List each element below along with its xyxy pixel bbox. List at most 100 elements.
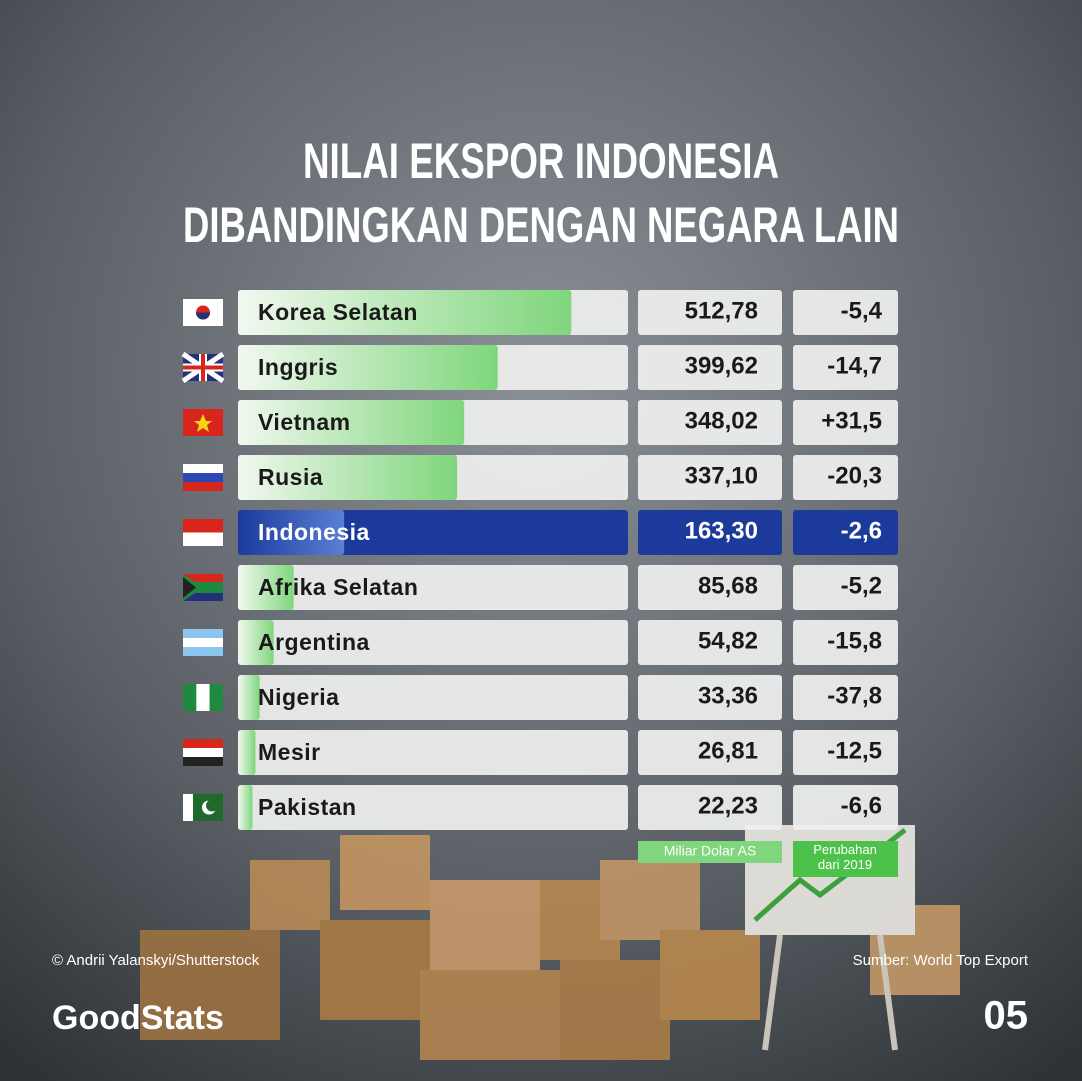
change-cell (793, 675, 898, 720)
category-label: Rusia (258, 464, 323, 490)
change-cell (793, 785, 898, 830)
value-label: 512,78 (685, 297, 758, 324)
legend-box (638, 841, 782, 863)
change-label: -5,4 (841, 297, 883, 324)
flag (183, 299, 223, 326)
value-label: 22,23 (698, 792, 758, 819)
flag (183, 409, 223, 436)
value-label: 33,36 (698, 682, 758, 709)
category-label: Nigeria (258, 684, 339, 710)
change-label: -15,8 (827, 627, 882, 654)
flag-part (194, 414, 212, 432)
flag-part (183, 354, 223, 381)
flag-part (183, 757, 223, 766)
flag-part (183, 482, 223, 491)
value-cell (638, 675, 782, 720)
change-label: -14,7 (827, 352, 882, 379)
flag-part (183, 647, 223, 656)
change-cell (793, 455, 898, 500)
value-cell (638, 565, 782, 610)
flag (183, 629, 223, 656)
change-label: -6,6 (841, 792, 882, 819)
change-label: -20,3 (827, 462, 882, 489)
value-cell (638, 345, 782, 390)
flag-part (206, 799, 218, 812)
value-label: 85,68 (698, 572, 758, 599)
category-label: Inggris (258, 354, 338, 380)
value-cell (638, 730, 782, 775)
source: Sumber: World Top Export (853, 952, 1029, 969)
legend-label: Perubahan dari 2019 (813, 842, 877, 872)
category-label: Pakistan (258, 794, 357, 820)
value-cell (638, 455, 782, 500)
bar (238, 785, 253, 830)
row-background (238, 785, 628, 830)
category-label: Indonesia (258, 519, 370, 545)
flag-part (183, 574, 223, 582)
row-background (238, 730, 628, 775)
legend-label: Miliar Dolar AS (664, 843, 757, 859)
change-label: +31,5 (821, 407, 882, 434)
flag-part (183, 748, 223, 757)
value-label: 399,62 (685, 352, 758, 379)
category-label: Korea Selatan (258, 299, 418, 325)
value-label: 54,82 (698, 627, 758, 654)
flag (183, 464, 223, 491)
legend-box (793, 841, 898, 877)
row-background (238, 675, 628, 720)
bar (238, 290, 572, 335)
flag (183, 739, 223, 766)
bar (238, 730, 256, 775)
credit: © Andrii Yalanskyi/Shutterstock (52, 952, 260, 969)
flag-part (183, 464, 223, 473)
category-label: Mesir (258, 739, 321, 765)
value-label: 26,81 (698, 737, 758, 764)
title-line: DIBANDINGKAN DENGAN NEGARA LAIN (183, 197, 899, 253)
boxes-decor (140, 825, 960, 1060)
flag-part (183, 532, 223, 546)
change-label: -37,8 (827, 682, 882, 709)
flag-part (183, 684, 197, 711)
value-label: 348,02 (685, 407, 758, 434)
flag-part (183, 629, 223, 638)
value-cell (638, 400, 782, 445)
flag-part (183, 473, 223, 482)
change-cell (793, 620, 898, 665)
value-cell (638, 510, 782, 555)
row-background (238, 620, 628, 665)
value-cell (638, 620, 782, 665)
row-background (238, 565, 628, 610)
flag (183, 794, 223, 821)
change-label: -5,2 (841, 572, 882, 599)
change-cell (793, 400, 898, 445)
value-cell (638, 785, 782, 830)
change-cell (793, 565, 898, 610)
value-label: 337,10 (685, 462, 758, 489)
bar (238, 345, 498, 390)
change-cell (793, 730, 898, 775)
flag-part (183, 593, 223, 601)
flag-part (183, 638, 223, 647)
flag (183, 574, 223, 601)
category-label: Argentina (258, 629, 370, 655)
flag (183, 684, 223, 711)
change-label: -2,6 (841, 517, 882, 544)
flag-part (183, 519, 223, 533)
page-number: 05 (984, 994, 1029, 1038)
bar (238, 675, 260, 720)
flag-part (183, 739, 223, 748)
bar (238, 620, 274, 665)
change-cell (793, 290, 898, 335)
flag-part (183, 577, 196, 598)
flag-part (209, 684, 223, 711)
change-label: -12,5 (827, 737, 882, 764)
category-label: Vietnam (258, 409, 351, 435)
flag (183, 519, 223, 546)
title-line: NILAI EKSPOR INDONESIA (303, 133, 779, 189)
flag-part (183, 794, 193, 821)
change-cell (793, 510, 898, 555)
flag (181, 351, 225, 384)
change-cell (793, 345, 898, 390)
value-label: 163,30 (685, 517, 758, 544)
